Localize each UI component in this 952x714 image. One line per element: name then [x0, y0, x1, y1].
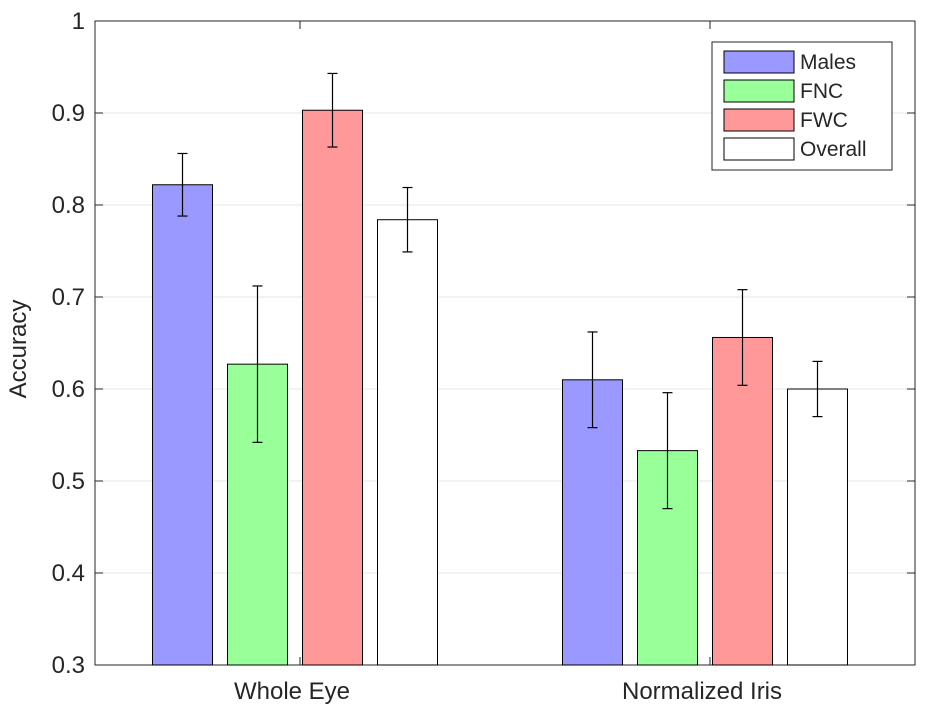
bar-fwc: [712, 336, 773, 666]
legend-swatch-males: [723, 50, 795, 74]
bar-fwc: [302, 109, 363, 666]
y-tick-label: 0.7: [52, 284, 85, 311]
plot-frame: [94, 20, 916, 666]
x-category-label: Normalized Iris: [622, 678, 782, 705]
bar-males: [152, 184, 213, 666]
y-tick-label: 0.3: [52, 652, 85, 679]
legend-label-fnc: FNC: [800, 80, 843, 103]
bar-overall: [377, 219, 438, 666]
y-axis-title: Accuracy: [5, 300, 32, 399]
legend-label-males: Males: [800, 51, 856, 74]
bar-overall: [787, 388, 848, 666]
y-tick-label: 0.6: [52, 376, 85, 403]
legend-swatch-overall: [723, 137, 795, 161]
legend-label-fwc: FWC: [800, 109, 848, 132]
y-tick-label: 0.4: [52, 560, 85, 587]
y-tick-label: 0.9: [52, 100, 85, 127]
x-category-label: Whole Eye: [234, 678, 350, 705]
legend-swatch-fnc: [723, 79, 795, 103]
y-tick-label: 0.5: [52, 468, 85, 495]
y-tick-label: 1: [72, 8, 85, 35]
legend-label-overall: Overall: [800, 138, 867, 161]
legend-swatch-fwc: [723, 108, 795, 132]
y-tick-label: 0.8: [52, 192, 85, 219]
